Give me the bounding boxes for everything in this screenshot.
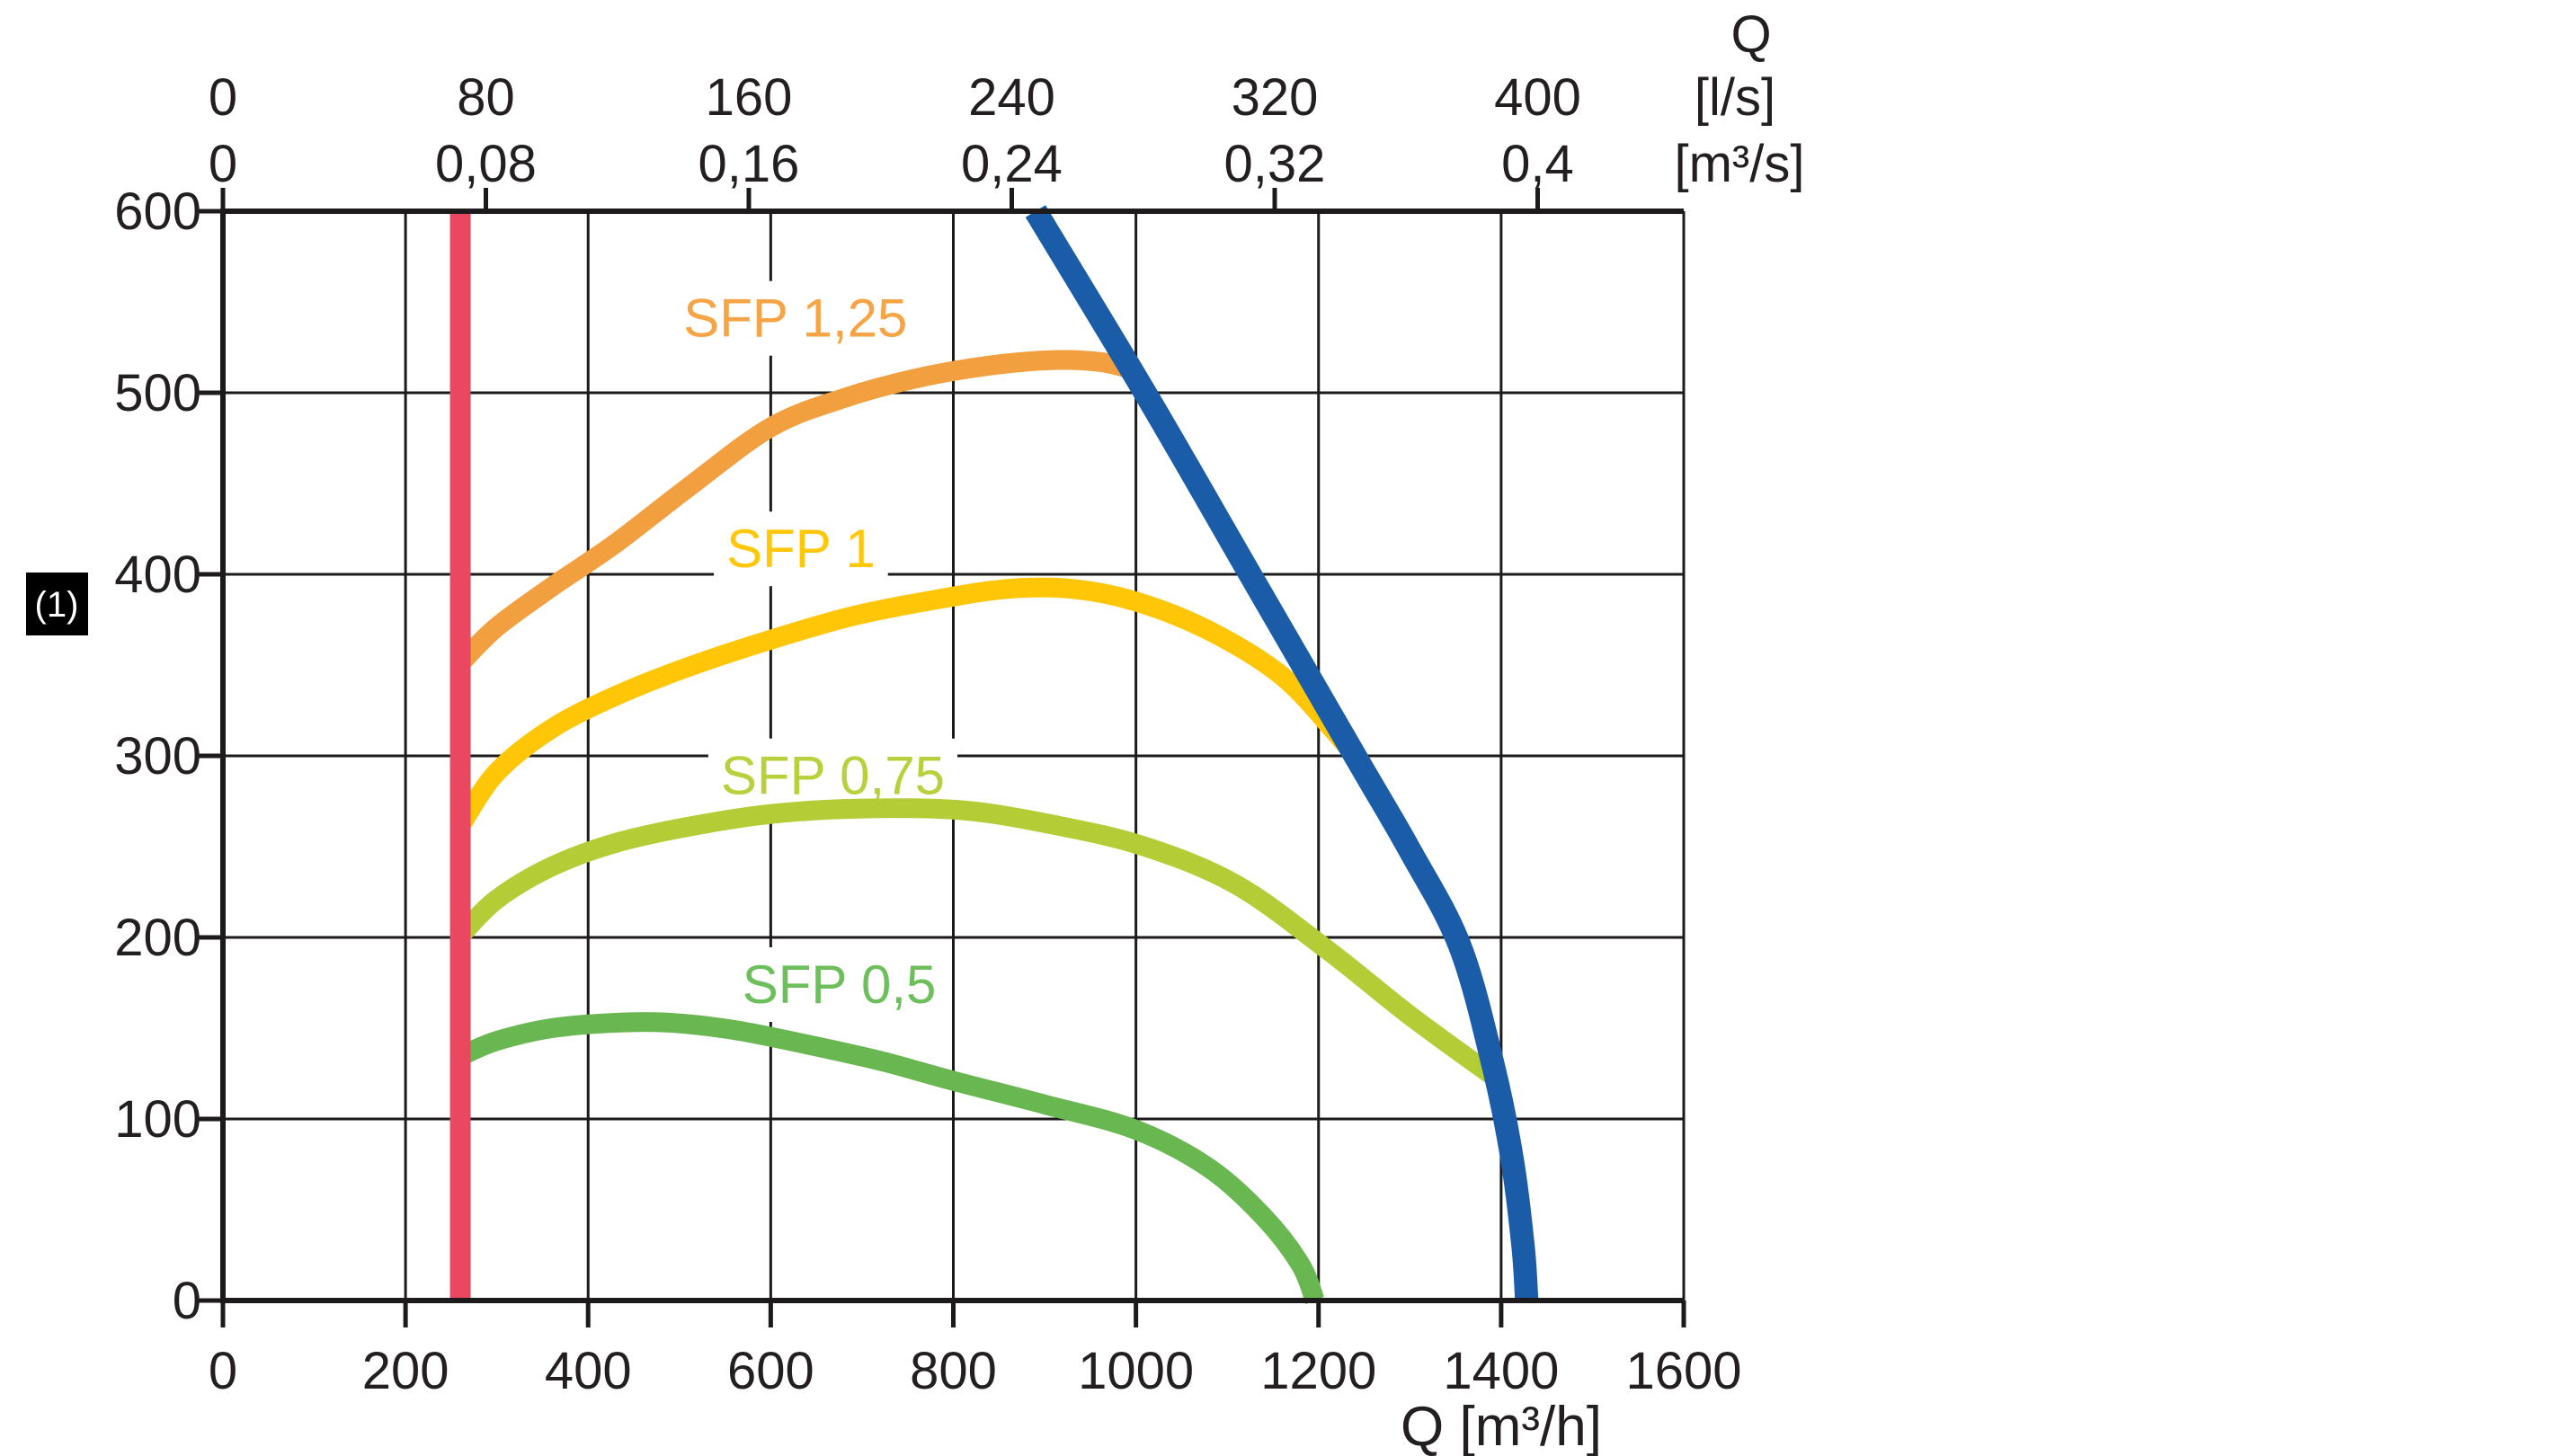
curve-label-sfp-0-5: SFP 0,5 <box>743 954 937 1015</box>
bottom-axis-label: 600 <box>727 1342 814 1400</box>
bottom-axis-label: 1000 <box>1078 1342 1194 1400</box>
top-axis-unit-m3s: [m³/s] <box>1675 135 1805 193</box>
top-axis-label-m3s: 0,24 <box>961 135 1063 193</box>
top-axis-label-ls: 160 <box>706 68 793 127</box>
curve-sfp-1 <box>453 577 1366 829</box>
top-axis-labels: 0 0 80 0,08 160 0,16 240 0,24 320 0,32 400 0,4 Q[l/s… <box>209 5 1805 193</box>
left-axis-label: 0 <box>173 1272 201 1330</box>
bottom-axis-label: 1200 <box>1260 1342 1376 1400</box>
top-axis-label-m3s: 0 <box>209 135 237 193</box>
top-axis-label-ls: 0 <box>209 68 237 127</box>
curve-label-knockout <box>714 511 888 587</box>
top-axis-label-m3s: 0,08 <box>435 135 537 193</box>
curve-label-group: SFP 0,5 <box>729 947 949 1023</box>
top-axis-title-q: Q <box>1730 5 1771 64</box>
top-axis-label-ls: 240 <box>968 68 1055 127</box>
curve-label-group: SFP 1 <box>714 511 888 587</box>
footnote-badge: (1) <box>26 573 88 635</box>
top-axis-label-ls: 80 <box>457 68 515 127</box>
top-axis-unit-ls: [l/s] <box>1695 68 1775 127</box>
bottom-axis-label: 200 <box>362 1342 449 1400</box>
bottom-axis-label: 400 <box>545 1342 632 1400</box>
left-axis-label: 500 <box>114 364 201 422</box>
curve-sfp-0-5 <box>458 1012 1325 1305</box>
left-axis-label: 600 <box>114 182 201 241</box>
top-axis-label-m3s: 0,16 <box>698 135 800 193</box>
top-axis-label-m3s: 0,4 <box>1501 135 1574 193</box>
bottom-axis-label: 1600 <box>1625 1342 1741 1400</box>
curve-label-sfp-1: SFP 1 <box>726 519 876 579</box>
left-axis-labels: 0 100 200 300 400 500 600 <box>114 182 201 1330</box>
curve-sfp-1-25 <box>455 350 1134 669</box>
curve-label-knockout <box>729 947 949 1023</box>
bottom-axis-labels: 0 200 400 600 800 1000 1200 1400 1600 Q [m³/h] <box>209 1342 1742 1456</box>
bottom-axis-label: 1400 <box>1443 1342 1559 1400</box>
footnote-badge-box <box>26 573 88 635</box>
curve-label-sfp-1-25: SFP 1,25 <box>683 289 907 349</box>
bottom-axis-title: Q [m³/h] <box>1401 1396 1602 1456</box>
top-axis-label-ls: 320 <box>1232 68 1319 127</box>
curves <box>453 205 1539 1305</box>
top-axis-label-ls: 400 <box>1494 68 1581 127</box>
curve-label-knockout <box>671 280 921 356</box>
bottom-axis-label: 800 <box>910 1342 997 1400</box>
curve-label-sfp-0-75: SFP 0,75 <box>721 746 945 806</box>
curve-fan-max <box>1025 205 1539 1301</box>
curve-labels: SFP 0,5 SFP 0,75 SFP 1 SFP 1,25 <box>671 280 957 1023</box>
tick-marks <box>198 188 1686 1327</box>
bottom-axis-label: 0 <box>209 1342 237 1400</box>
left-axis-label: 100 <box>114 1090 201 1149</box>
left-axis-label: 400 <box>114 546 201 604</box>
footnote-badge-text: (1) <box>35 585 79 625</box>
top-axis-label-m3s: 0,32 <box>1224 135 1326 193</box>
curve-sfp-0-75 <box>455 798 1499 1084</box>
left-axis-label: 200 <box>114 909 201 967</box>
curve-label-group: SFP 1,25 <box>671 280 921 356</box>
left-axis-label: 300 <box>114 727 201 786</box>
